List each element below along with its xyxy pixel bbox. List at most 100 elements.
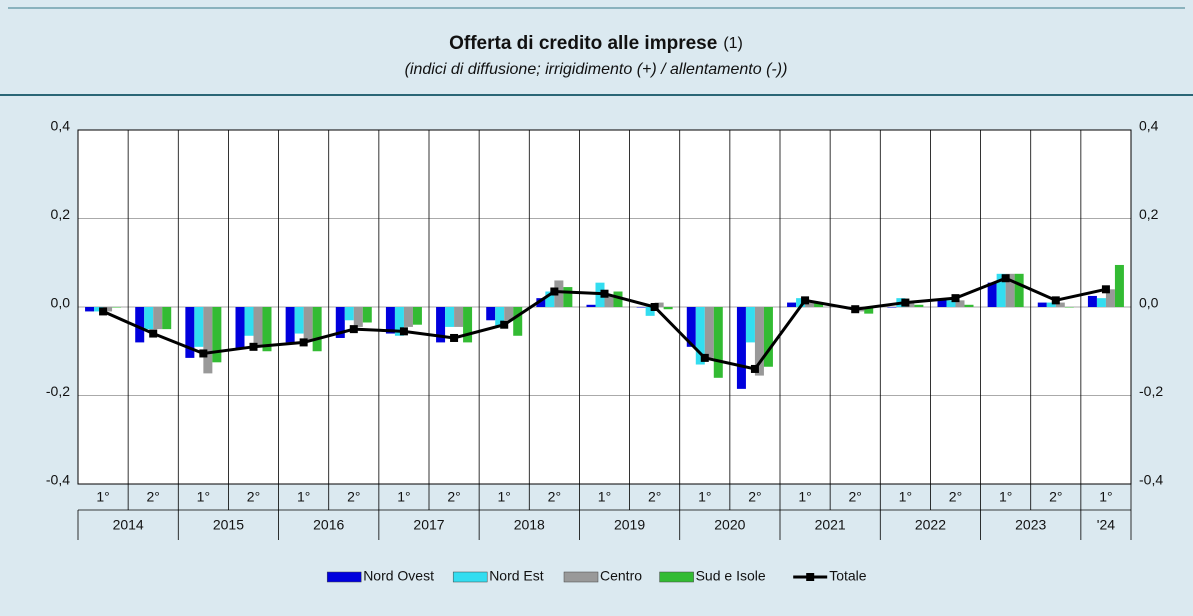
bar — [946, 300, 956, 307]
y2-tick-label: -0,2 — [1139, 383, 1163, 399]
group-label: 2016 — [313, 517, 344, 533]
legend-label: Totale — [829, 568, 867, 584]
bar — [244, 307, 254, 336]
bar — [586, 304, 596, 307]
title-main: Offerta di credito alle imprese — [449, 33, 717, 54]
bar — [964, 304, 974, 307]
y-tick-label: 0,0 — [51, 295, 71, 311]
bar — [1064, 307, 1074, 308]
bar — [554, 280, 564, 307]
line-marker — [901, 298, 910, 307]
bar — [212, 307, 222, 363]
legend-label: Nord Est — [489, 568, 544, 584]
bar — [504, 307, 514, 321]
x-tick-label: 1° — [999, 489, 1012, 505]
bar — [454, 307, 464, 327]
bar — [463, 307, 473, 343]
bar — [645, 307, 655, 316]
legend-label: Sud e Isole — [696, 568, 766, 584]
y-tick-label: 0,2 — [51, 206, 71, 222]
x-tick-label: 1° — [297, 489, 310, 505]
plot-border — [77, 129, 1132, 485]
bar — [303, 307, 313, 341]
line-marker — [199, 349, 208, 358]
y2-tick-label: -0,4 — [1139, 472, 1163, 488]
line-marker — [99, 307, 108, 316]
group-label: 2018 — [514, 517, 545, 533]
bar — [887, 307, 897, 308]
bar — [1055, 302, 1065, 307]
group-label: 2022 — [915, 517, 946, 533]
line-marker — [500, 320, 509, 329]
group-label: 2014 — [113, 517, 144, 533]
legend-swatch — [452, 571, 488, 583]
x-tick-label: 2° — [849, 489, 862, 505]
bar — [294, 307, 304, 334]
title-note: (1) — [723, 35, 743, 52]
bar — [144, 307, 154, 330]
group-label: '24 — [1097, 517, 1115, 533]
chart-title: Offerta di credito alle imprese (1) — [449, 33, 743, 54]
line-marker — [550, 287, 559, 296]
bar — [796, 298, 806, 307]
y-tick-label: 0,4 — [51, 118, 71, 134]
bar — [814, 302, 824, 307]
line-marker — [750, 364, 759, 373]
group-label: 2021 — [815, 517, 846, 533]
legend-label: Centro — [600, 568, 642, 584]
x-tick-label: 2° — [247, 489, 260, 505]
bar — [1046, 302, 1056, 307]
group-label: 2019 — [614, 517, 645, 533]
group-label: 2023 — [1015, 517, 1046, 533]
bar — [763, 307, 773, 367]
group-label: 2020 — [714, 517, 745, 533]
line-marker — [1001, 274, 1010, 283]
bar — [704, 307, 714, 358]
bar — [1087, 295, 1097, 307]
x-tick-label: 1° — [598, 489, 611, 505]
bar — [686, 307, 696, 347]
bar — [545, 291, 555, 307]
x-tick-label: 1° — [197, 489, 210, 505]
legend-swatch — [563, 571, 599, 583]
x-tick-label: 2° — [1049, 489, 1062, 505]
bar — [745, 307, 755, 343]
x-tick-label: 1° — [498, 489, 511, 505]
x-tick-label: 2° — [347, 489, 360, 505]
bar — [486, 307, 496, 321]
x-tick-label: 1° — [397, 489, 410, 505]
bar — [285, 307, 295, 343]
line-marker — [249, 342, 258, 351]
line-marker — [650, 303, 659, 311]
bar — [654, 302, 664, 307]
y2-tick-label: 0,0 — [1139, 295, 1159, 311]
bar — [162, 307, 172, 330]
bar — [636, 307, 646, 308]
y2-tick-label: 0,4 — [1139, 118, 1159, 134]
bar — [663, 307, 673, 310]
bar — [713, 307, 723, 378]
chart-subtitle: (indici di diffusione; irrigidimento (+)… — [405, 61, 788, 78]
bar — [996, 273, 1006, 307]
bar — [385, 307, 395, 334]
bar — [445, 307, 455, 327]
bar — [85, 307, 95, 312]
bar — [312, 307, 322, 352]
bar — [736, 307, 746, 389]
line-marker — [299, 338, 308, 347]
legend-swatch — [326, 571, 362, 583]
bar — [112, 307, 122, 308]
bar — [754, 307, 764, 376]
line-marker — [1101, 285, 1110, 294]
x-tick-label: 2° — [949, 489, 962, 505]
bar — [403, 307, 413, 327]
line-marker — [600, 289, 609, 298]
x-tick-label: 2° — [548, 489, 561, 505]
bar — [262, 307, 272, 352]
legend-marker — [806, 573, 815, 581]
line-marker — [399, 327, 408, 336]
bar — [695, 307, 705, 365]
x-tick-label: 2° — [147, 489, 160, 505]
bar — [1037, 302, 1047, 307]
